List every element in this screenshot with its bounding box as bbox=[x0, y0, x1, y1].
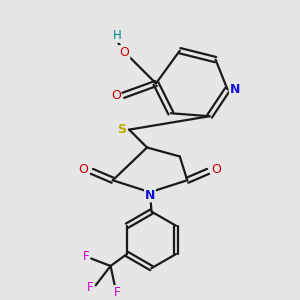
Text: F: F bbox=[82, 250, 89, 262]
Text: H: H bbox=[113, 29, 122, 42]
Text: O: O bbox=[79, 164, 88, 176]
Text: O: O bbox=[120, 46, 130, 59]
Text: N: N bbox=[230, 83, 240, 96]
Text: O: O bbox=[212, 164, 221, 176]
Text: O: O bbox=[111, 89, 121, 102]
Text: F: F bbox=[114, 286, 121, 299]
Text: N: N bbox=[145, 189, 155, 202]
Text: S: S bbox=[117, 123, 126, 136]
Text: F: F bbox=[87, 281, 94, 294]
